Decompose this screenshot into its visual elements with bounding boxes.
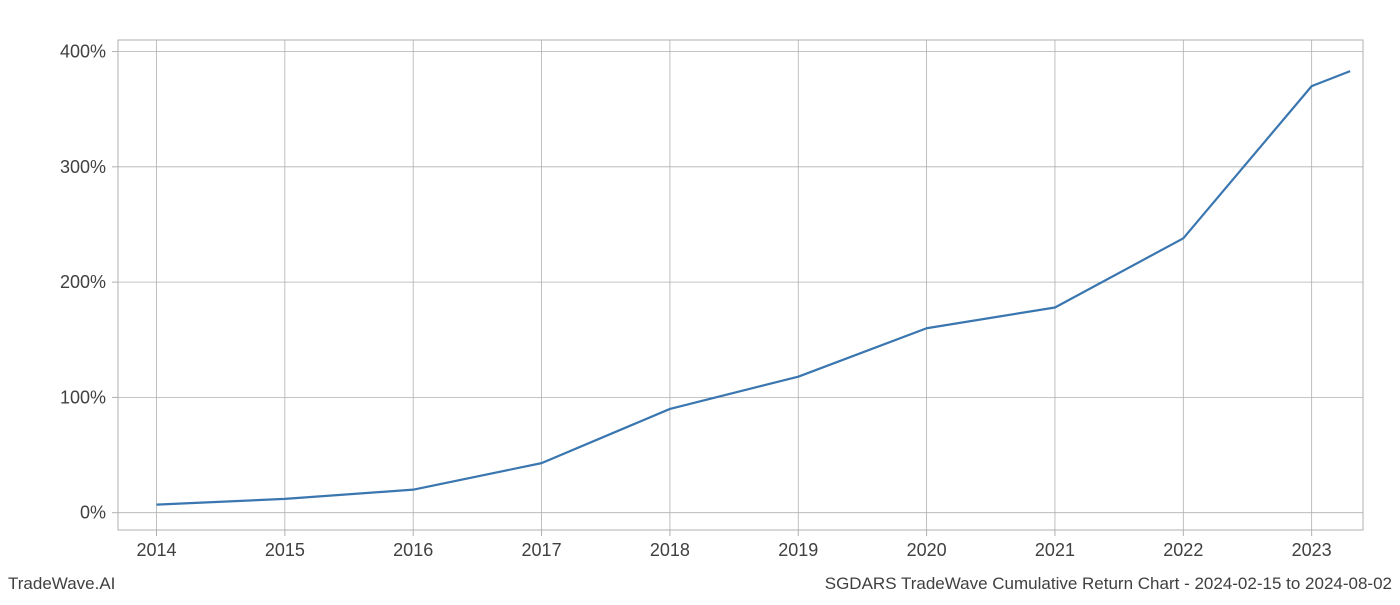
- svg-text:2014: 2014: [136, 540, 176, 560]
- svg-text:2019: 2019: [778, 540, 818, 560]
- footer-caption: SGDARS TradeWave Cumulative Return Chart…: [825, 574, 1392, 594]
- svg-text:2021: 2021: [1035, 540, 1075, 560]
- svg-text:300%: 300%: [60, 157, 106, 177]
- chart-svg: 2014 2015 2016 2017 2018 2019 2020 2021 2022 2023…: [0, 0, 1400, 600]
- svg-text:2022: 2022: [1163, 540, 1203, 560]
- svg-text:100%: 100%: [60, 387, 106, 407]
- footer-brand: TradeWave.AI: [8, 574, 115, 594]
- svg-text:2020: 2020: [907, 540, 947, 560]
- svg-text:0%: 0%: [80, 503, 106, 523]
- svg-text:400%: 400%: [60, 42, 106, 62]
- return-chart: 2014 2015 2016 2017 2018 2019 2020 2021 2022 2023…: [0, 0, 1400, 600]
- svg-text:2016: 2016: [393, 540, 433, 560]
- svg-text:2015: 2015: [265, 540, 305, 560]
- svg-text:2023: 2023: [1292, 540, 1332, 560]
- svg-text:2017: 2017: [522, 540, 562, 560]
- svg-text:200%: 200%: [60, 272, 106, 292]
- svg-text:2018: 2018: [650, 540, 690, 560]
